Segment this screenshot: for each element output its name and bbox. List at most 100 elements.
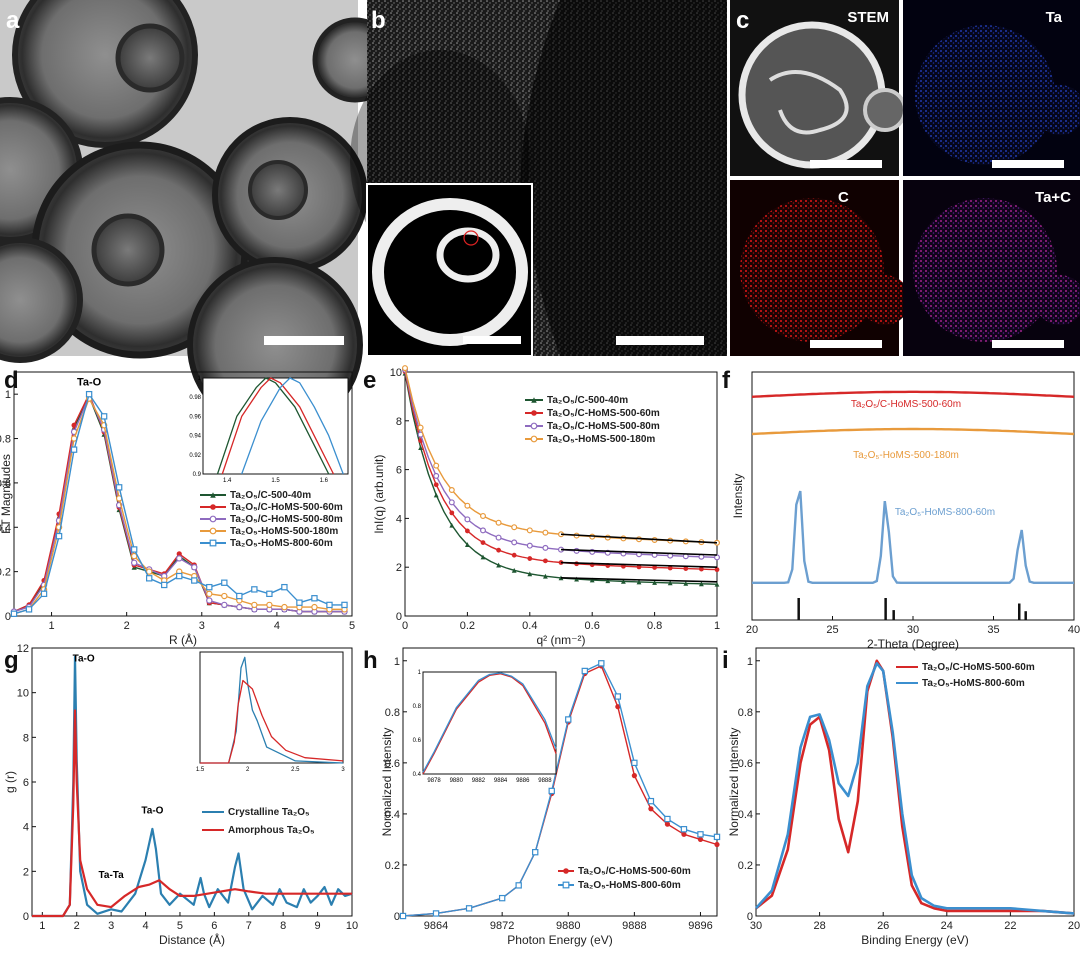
inset-x-tick-label: 2 [246, 767, 250, 773]
tile-label-stem: STEM [847, 9, 889, 26]
data-point [532, 848, 539, 856]
data-point [605, 578, 611, 584]
x-tick-label: 40 [1068, 624, 1080, 636]
inset-x-tick-label: 9880 [450, 778, 464, 784]
inset-y-tick-label: 1 [198, 376, 202, 382]
data-point [191, 577, 198, 584]
data-point [480, 540, 486, 545]
inset-zoom: 9878 9880 9882 9884 9886 9888 0.4 0.6 0.8 1 [413, 670, 557, 784]
data-point [448, 487, 455, 494]
inset-series-line [221, 377, 335, 475]
data-point [631, 773, 637, 779]
x-tick-label: 9888 [622, 920, 646, 932]
data-point [636, 579, 642, 585]
x-axis-label: Binding Energy (eV) [861, 933, 968, 947]
y-tick-label: 0.8 [0, 434, 11, 446]
series-label: Ta₂O₅-HoMS-500-180m [853, 450, 959, 461]
data-point [542, 544, 549, 551]
data-point [433, 482, 439, 488]
data-point [433, 492, 439, 498]
inset-x-tick-label: 1.4 [223, 478, 232, 484]
x-tick-label: 0.8 [647, 620, 662, 632]
data-point [449, 510, 455, 516]
inset-y-tick-label: 0.92 [189, 453, 201, 459]
data-point [146, 575, 153, 582]
data-point [511, 539, 518, 546]
inset-y-tick-label: 0.4 [413, 772, 422, 778]
x-tick-label: 20 [1068, 920, 1080, 932]
inset-x-tick-label: 1.5 [271, 478, 280, 484]
inset-y-tick-label: 1 [418, 670, 422, 676]
scale-bar [264, 336, 344, 345]
inset-series-line [216, 377, 330, 475]
data-point [565, 716, 572, 723]
inset-zoom: 1.4 1.5 1.6 0.9 0.92 0.94 0.96 0.98 1 [189, 376, 349, 484]
data-point [683, 566, 689, 571]
data-point [574, 576, 579, 582]
y-tick-label: 6 [23, 777, 29, 789]
x-tick-label: 6 [211, 920, 217, 932]
data-point [647, 797, 655, 805]
data-point [563, 868, 569, 874]
data-point [589, 577, 595, 583]
legend-label: Ta₂O₅-HoMS-500-180m [547, 434, 655, 445]
inset-x-tick-label: 2.5 [291, 767, 300, 773]
x-tick-label: 26 [877, 920, 889, 932]
panel-label: b [371, 7, 386, 34]
stem-tile: STEM [730, 0, 907, 176]
data-point [542, 529, 549, 536]
panel-c-eds-mapping: STEM Ta C Ta+C c [730, 0, 1080, 356]
data-point [681, 831, 687, 837]
data-point [55, 532, 63, 540]
panel-a-tem-image: a [0, 0, 398, 433]
y-axis-label: FT Magnitudes [0, 454, 13, 534]
y-axis-label: Normalized Intensity [727, 728, 741, 837]
data-point [281, 583, 288, 591]
x-axis-label: 2-Theta (Degree) [867, 637, 959, 651]
inset-y-tick-label: 0.94 [189, 434, 201, 440]
series-line [752, 490, 1074, 584]
data-point [683, 580, 689, 586]
y-tick-label: 0.2 [0, 567, 11, 579]
y-tick-label: 0.6 [738, 758, 753, 770]
y-tick-label: 0.2 [385, 860, 400, 872]
data-point [236, 603, 243, 611]
data-point [221, 601, 228, 609]
y-tick-label: 10 [390, 367, 402, 379]
data-point [432, 910, 440, 917]
data-point [281, 603, 288, 611]
data-point [296, 599, 303, 606]
inset-x-tick-label: 9878 [427, 778, 441, 784]
data-point [25, 606, 33, 613]
data-point [526, 542, 533, 549]
x-tick-label: 1 [48, 620, 54, 632]
data-point [480, 527, 487, 534]
x-tick-label: 9 [315, 920, 321, 932]
data-point [667, 580, 673, 586]
inset-zoom: 1.5 2 2.5 3 [196, 651, 345, 773]
inset-x-tick-label: 3 [341, 767, 345, 773]
data-point [311, 603, 318, 611]
tile-label-c: C [838, 189, 849, 206]
y-tick-label: 0 [396, 611, 402, 623]
inset-frame [422, 671, 557, 775]
data-point [209, 527, 217, 535]
inset-y-tick-label: 0.9 [193, 472, 202, 478]
tile-label-ta: Ta [1046, 9, 1063, 26]
panel-label: f [722, 367, 731, 394]
x-tick-label: 9896 [688, 920, 712, 932]
x-axis-label: R (Å) [169, 632, 197, 647]
data-point [648, 806, 654, 812]
data-point [465, 542, 470, 547]
axes-frame [402, 647, 718, 917]
data-point [70, 446, 78, 453]
panel-b-haadf-image: b [350, 0, 727, 357]
data-point [496, 562, 501, 568]
y-tick-label: 0.2 [738, 860, 753, 872]
scale-bar [616, 336, 704, 345]
data-point [495, 519, 502, 526]
x-tick-label: 28 [813, 920, 825, 932]
data-point [530, 435, 538, 443]
inset-x-tick-label: 1.6 [320, 478, 329, 484]
inset-x-tick-label: 9888 [538, 778, 552, 784]
